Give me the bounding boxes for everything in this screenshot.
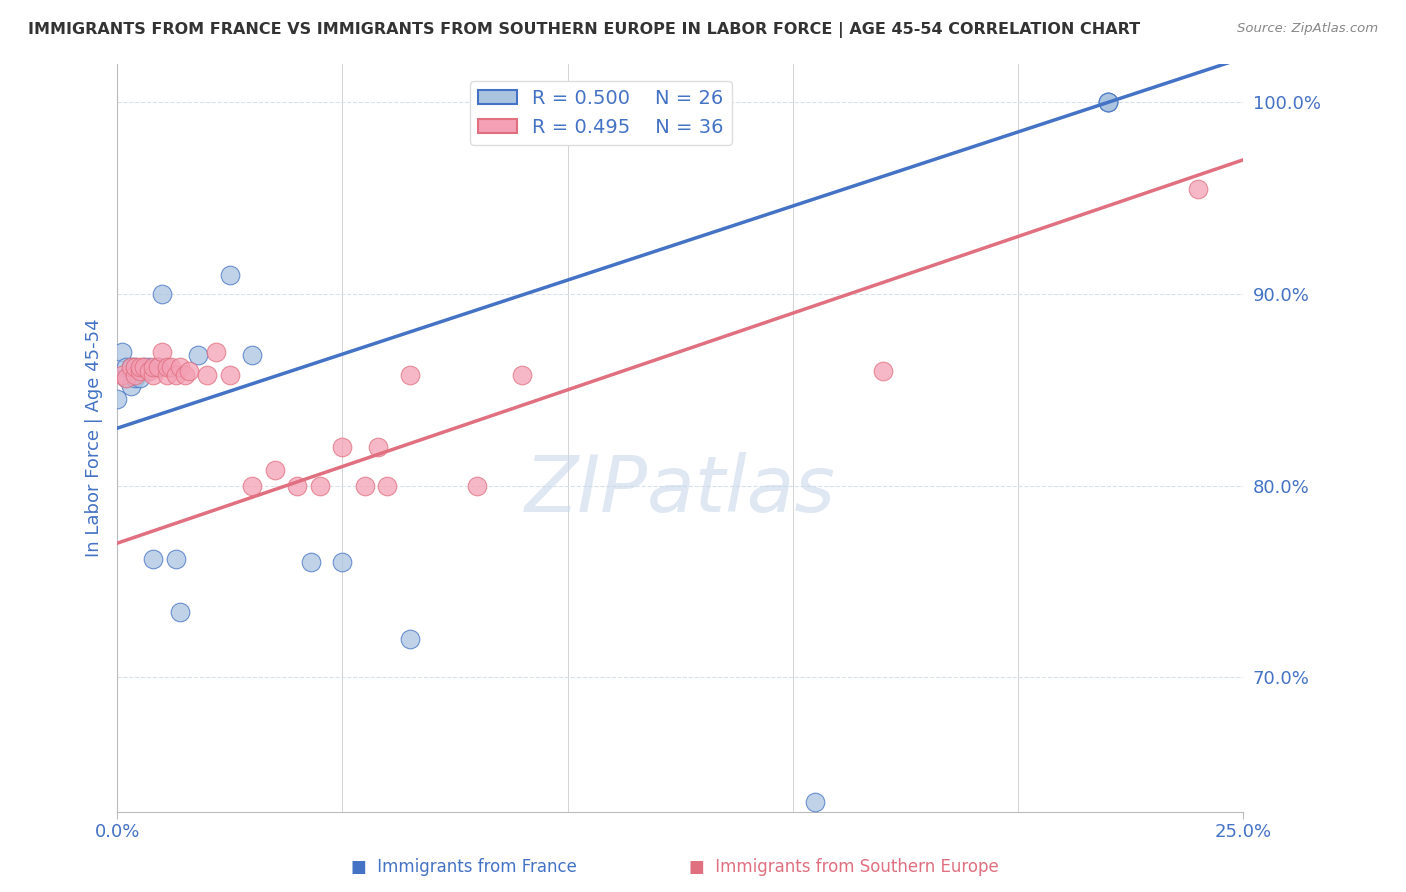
Point <box>120 359 142 374</box>
Point <box>115 359 138 374</box>
Point <box>134 359 156 374</box>
Point <box>142 368 165 382</box>
Point <box>165 368 187 382</box>
Point <box>330 555 353 569</box>
Point <box>128 359 150 374</box>
Point <box>156 368 179 382</box>
Point <box>512 368 534 382</box>
Y-axis label: In Labor Force | Age 45-54: In Labor Force | Age 45-54 <box>86 318 103 558</box>
Point <box>138 364 160 378</box>
Point <box>160 359 183 374</box>
Point <box>105 392 128 407</box>
Point <box>146 359 169 374</box>
Point <box>179 364 201 378</box>
Point <box>205 344 228 359</box>
Legend: R = 0.500    N = 26, R = 0.495    N = 36: R = 0.500 N = 26, R = 0.495 N = 36 <box>470 81 731 145</box>
Point <box>804 795 827 809</box>
Point <box>115 371 138 385</box>
Point <box>165 551 187 566</box>
Point <box>399 368 422 382</box>
Text: Source: ZipAtlas.com: Source: ZipAtlas.com <box>1237 22 1378 36</box>
Point <box>111 368 134 382</box>
Point <box>128 371 150 385</box>
Point <box>330 441 353 455</box>
Point <box>124 371 146 385</box>
Point <box>377 479 399 493</box>
Text: ■  Immigrants from France: ■ Immigrants from France <box>352 858 576 876</box>
Text: ■  Immigrants from Southern Europe: ■ Immigrants from Southern Europe <box>689 858 998 876</box>
Point <box>263 463 285 477</box>
Text: ZIPatlas: ZIPatlas <box>524 452 835 528</box>
Point <box>138 359 160 374</box>
Point <box>120 359 142 374</box>
Point <box>124 368 146 382</box>
Point <box>218 368 240 382</box>
Point <box>187 348 209 362</box>
Point <box>111 344 134 359</box>
Point <box>169 605 191 619</box>
Point <box>1097 95 1119 110</box>
Point <box>156 359 179 374</box>
Point <box>173 368 195 382</box>
Point <box>150 287 173 301</box>
Point <box>128 364 150 378</box>
Point <box>399 632 422 646</box>
Point <box>150 344 173 359</box>
Point <box>124 359 146 374</box>
Point <box>1097 95 1119 110</box>
Point <box>367 441 389 455</box>
Point <box>134 359 156 374</box>
Point <box>285 479 308 493</box>
Point <box>308 479 330 493</box>
Point <box>1097 95 1119 110</box>
Point <box>142 551 165 566</box>
Point <box>240 479 263 493</box>
Point <box>169 359 191 374</box>
Point <box>299 555 322 569</box>
Point <box>120 379 142 393</box>
Point <box>115 371 138 385</box>
Point <box>354 479 377 493</box>
Point <box>124 359 146 374</box>
Point <box>195 368 218 382</box>
Point <box>142 359 165 374</box>
Point <box>218 268 240 282</box>
Point <box>1187 181 1209 195</box>
Text: IMMIGRANTS FROM FRANCE VS IMMIGRANTS FROM SOUTHERN EUROPE IN LABOR FORCE | AGE 4: IMMIGRANTS FROM FRANCE VS IMMIGRANTS FRO… <box>28 22 1140 38</box>
Point <box>467 479 489 493</box>
Point <box>240 348 263 362</box>
Point <box>872 364 894 378</box>
Point <box>146 359 169 374</box>
